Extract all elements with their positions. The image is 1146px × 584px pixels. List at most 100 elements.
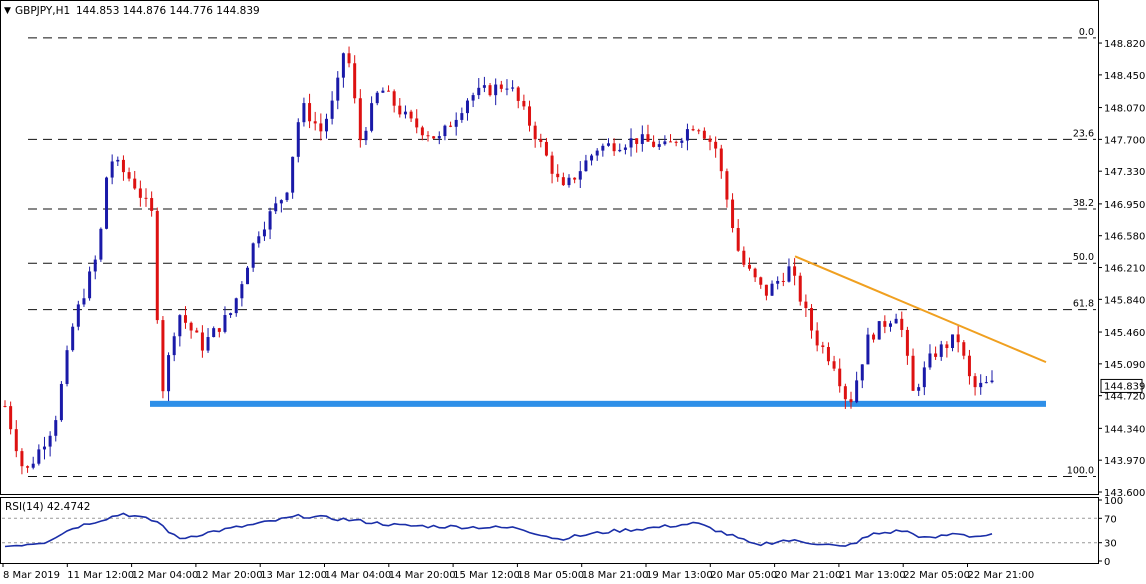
candle-body <box>505 88 509 90</box>
time-tick-label: 8 Mar 2019 <box>3 570 60 581</box>
candle-body <box>849 399 853 403</box>
candle-body <box>150 198 154 211</box>
candle-body <box>753 268 757 278</box>
candle-body <box>680 140 684 143</box>
candle-body <box>42 446 46 450</box>
candle-body <box>206 337 210 351</box>
candle-body <box>544 141 548 156</box>
candle-body <box>578 171 582 180</box>
candle-body <box>460 113 464 120</box>
candle-body <box>138 188 142 198</box>
candle-body <box>426 135 430 137</box>
candle-body <box>88 271 92 299</box>
candle-body <box>561 177 565 186</box>
candle-body <box>302 103 306 123</box>
candle-body <box>212 328 216 338</box>
candle-body <box>556 173 560 178</box>
candle-body <box>105 177 109 229</box>
candle-body <box>945 344 949 349</box>
candle-body <box>324 118 328 132</box>
candle-body <box>178 315 182 337</box>
candle-body <box>855 380 859 403</box>
rsi-tick-label: 100 <box>1104 496 1123 507</box>
candle-body <box>984 382 988 384</box>
candle-body <box>48 435 52 447</box>
candle-body <box>172 336 176 356</box>
candle-body <box>370 103 374 131</box>
candle-body <box>454 119 458 127</box>
candle-body <box>291 156 295 193</box>
candle-body <box>240 284 244 299</box>
candle-body <box>308 103 312 122</box>
candle-body <box>251 243 255 268</box>
candle-body <box>697 130 701 132</box>
candle-body <box>860 364 864 381</box>
time-tick-label: 22 Mar 05:00 <box>903 570 970 581</box>
candle-body <box>449 125 453 127</box>
price-axis: 148.820 148.450 148.070 147.700 147.330 146.9… <box>1098 39 1145 499</box>
candle-body <box>601 145 605 151</box>
candle-body <box>917 387 921 391</box>
candle-body <box>798 275 802 302</box>
price-tick-label: 147.330 <box>1104 167 1145 178</box>
rsi-line <box>4 512 993 548</box>
candle-body <box>928 353 932 368</box>
candle-body <box>866 334 870 365</box>
candle-body <box>387 90 391 92</box>
candle-body <box>635 138 639 144</box>
candle-body <box>770 283 774 296</box>
rsi-tick-label: 0 <box>1104 557 1110 568</box>
candle-body <box>482 85 486 88</box>
candle-body <box>894 318 898 324</box>
candle-body <box>640 134 644 144</box>
candle-body <box>691 129 695 131</box>
candle-body <box>815 330 819 346</box>
candle-body <box>573 177 577 180</box>
candle-body <box>144 197 148 199</box>
candle-body <box>229 313 233 316</box>
candle-body <box>381 90 385 93</box>
price-tick-label: 148.070 <box>1104 104 1145 115</box>
candle-body <box>31 463 35 468</box>
rsi-title: RSI(14) 42.4742 <box>5 501 90 513</box>
ohlc-values: 144.853 144.876 144.776 144.839 <box>76 5 260 17</box>
time-tick-label: 14 Mar 20:00 <box>389 570 456 581</box>
candle-body <box>246 267 250 285</box>
candle-body <box>223 315 227 332</box>
candles-layer <box>3 46 994 475</box>
candle-body <box>719 148 723 172</box>
candle-body <box>26 466 30 468</box>
price-tick-label: 145.090 <box>1104 360 1145 371</box>
candle-body <box>285 192 289 201</box>
fib-level-label: 50.0 <box>1073 252 1094 263</box>
candle-body <box>398 105 402 115</box>
time-tick-label: 20 Mar 05:00 <box>710 570 777 581</box>
candle-body <box>877 321 881 340</box>
candle-body <box>962 342 966 356</box>
candle-body <box>702 130 706 139</box>
candle-body <box>967 355 971 377</box>
candle-body <box>353 63 357 99</box>
time-tick-label: 22 Mar 21:00 <box>968 570 1035 581</box>
candle-body <box>826 347 830 362</box>
candle-body <box>934 353 938 357</box>
candle-body <box>612 143 616 152</box>
price-tick-label: 143.600 <box>1104 488 1145 499</box>
candle-body <box>990 380 994 383</box>
candle-body <box>257 236 261 244</box>
candle-body <box>629 138 633 148</box>
candle-body <box>883 321 887 327</box>
candle-body <box>776 280 780 284</box>
rsi-panel <box>0 497 1099 564</box>
candle-body <box>736 228 740 251</box>
candle-body <box>623 147 627 150</box>
time-tick-label: 18 Mar 21:00 <box>582 570 649 581</box>
candle-body <box>82 298 86 305</box>
rsi-layer: 100 70 30 0 <box>2 496 1123 568</box>
candle-body <box>922 367 926 388</box>
candle-body <box>415 118 419 128</box>
candle-body <box>375 92 379 104</box>
price-tick-label: 146.210 <box>1104 264 1145 275</box>
candle-body <box>900 318 904 330</box>
candle-body <box>781 280 785 282</box>
